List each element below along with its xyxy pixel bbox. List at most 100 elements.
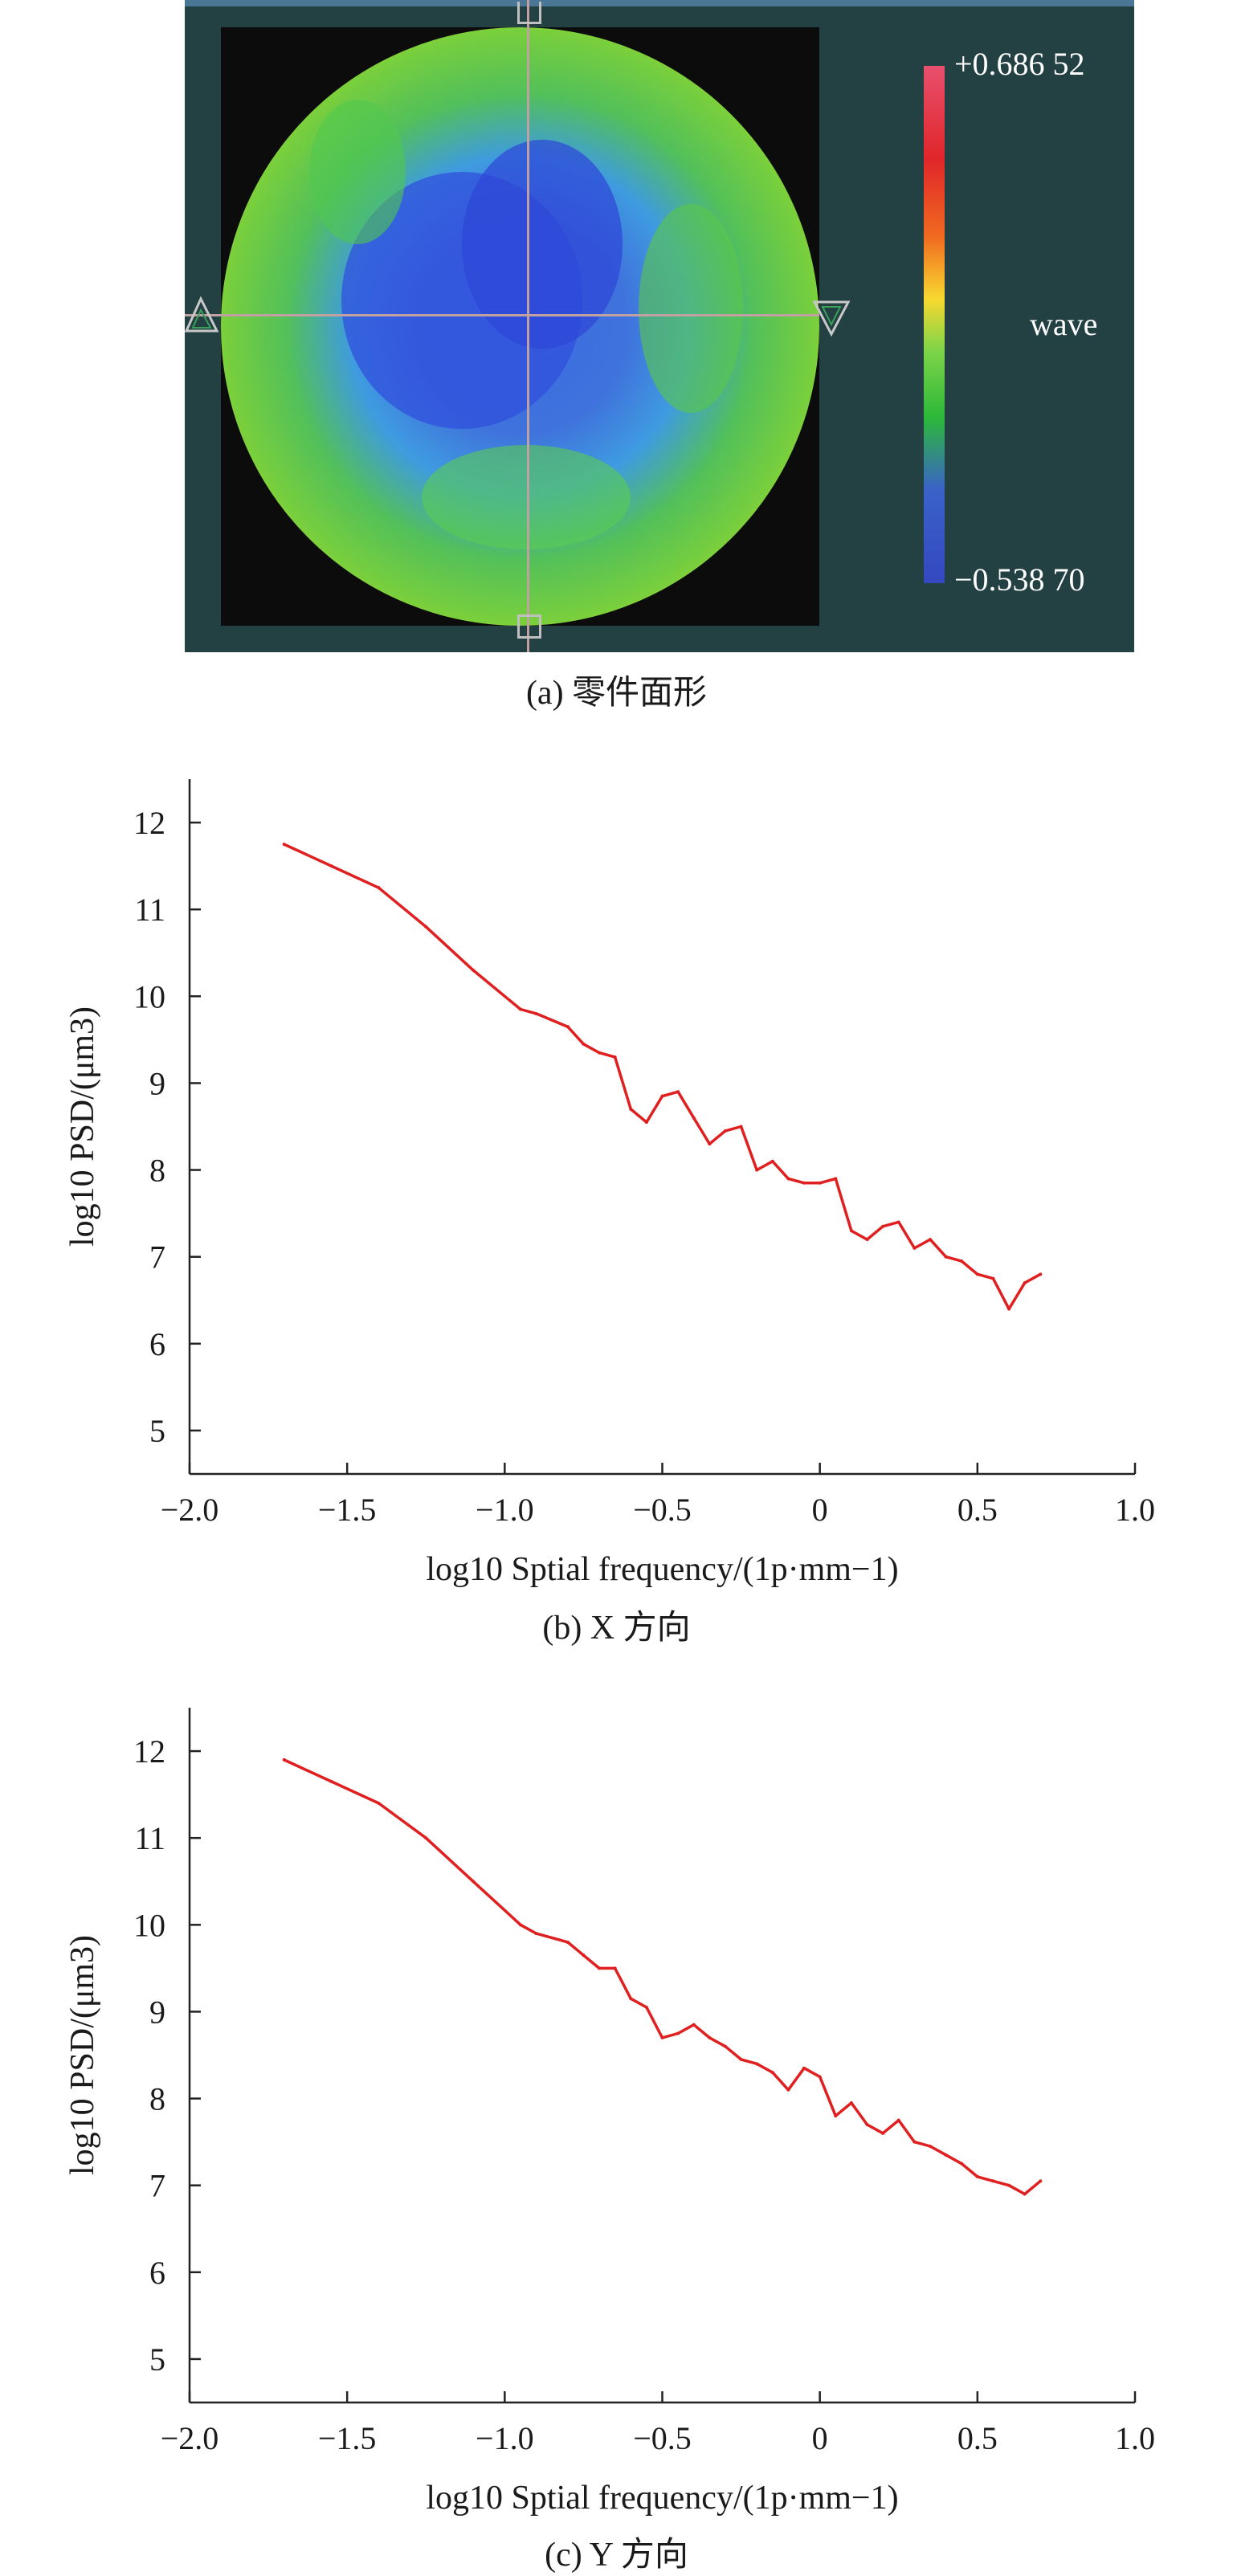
psd-data-point (1007, 2183, 1011, 2187)
x-tick-label: −0.5 (633, 1492, 692, 1528)
x-axis-label: log10 Sptial frequency/(1p·mm−1) (426, 1551, 898, 1588)
psd-data-point (723, 1129, 727, 1133)
psd-series-line (283, 1758, 1042, 2196)
psd-data-point (991, 1276, 995, 1280)
surface-map (221, 27, 819, 626)
y-tick-label: 6 (149, 2255, 165, 2291)
psd-data-point (1023, 2192, 1027, 2196)
crosshair-vertical[interactable] (527, 0, 529, 652)
caption-a: (a) 零件面形 (525, 675, 708, 712)
right-marker-handle[interactable] (811, 299, 851, 339)
psd-data-point (849, 1229, 853, 1233)
psd-data-point (802, 1181, 806, 1185)
psd-data-point (708, 1142, 712, 1146)
psd-series-line (283, 843, 1042, 1311)
psd-data-point (424, 925, 428, 929)
y-axis-label: log10 PSD/(μm3) (64, 1935, 101, 2175)
y-tick-label: 11 (134, 1820, 165, 1856)
y-tick-label: 5 (149, 1413, 165, 1449)
psd-data-point (928, 1238, 932, 1242)
psd-data-point (660, 1094, 664, 1098)
y-tick-label: 6 (149, 1326, 165, 1362)
psd-data-point (472, 968, 476, 972)
psd-data-point (1039, 1272, 1043, 1276)
psd-data-point (518, 1007, 522, 1011)
x-tick-label: −1.0 (476, 2420, 534, 2456)
psd-chart-y: −2.0 −1.5 −1.0 −0.5 0 0.5 1.0 5 6 7 8 9 10 11 12 log10 … (64, 1708, 1155, 2517)
psd-data-point (676, 2031, 680, 2035)
surface-mid-region (639, 204, 743, 413)
psd-data-point (329, 1779, 333, 1783)
psd-data-point (1007, 1307, 1011, 1311)
psd-data-point (723, 2044, 727, 2048)
psd-data-point (896, 2118, 900, 2122)
psd-data-point (786, 1177, 790, 1181)
x-tick-label: −2.0 (161, 1492, 219, 1528)
psd-data-point (975, 1272, 979, 1276)
left-marker-handle[interactable] (185, 296, 220, 334)
psd-data-point (960, 2162, 964, 2166)
bottom-marker-handle[interactable] (517, 614, 541, 639)
psd-data-point (472, 1880, 476, 1884)
psd-data-point (534, 1011, 538, 1015)
surface-map-frame (221, 27, 819, 626)
crosshair-horizontal[interactable] (185, 314, 819, 316)
psd-data-point (518, 1923, 522, 1927)
psd-data-point (960, 1259, 964, 1264)
psd-data-point (770, 1159, 774, 1163)
psd-data-point (755, 1168, 759, 1172)
top-marker-handle[interactable] (517, 2, 541, 24)
psd-data-point (881, 1224, 885, 1228)
psd-data-point (644, 1121, 648, 1125)
y-tick-label: 8 (149, 1153, 165, 1189)
psd-data-point (944, 1255, 948, 1259)
psd-data-point (692, 1116, 696, 1120)
x-tick-label: 0.5 (957, 2420, 998, 2456)
psd-data-point (739, 1125, 743, 1129)
y-tick-label: 10 (133, 978, 165, 1014)
psd-data-point (282, 1757, 286, 1762)
psd-data-point (582, 1953, 586, 1958)
psd-data-point (377, 886, 381, 890)
x-tick-label: −1.5 (318, 1492, 377, 1528)
x-tick-label: −1.0 (476, 1492, 534, 1528)
psd-data-point (565, 1025, 570, 1029)
psd-data-point (881, 2131, 885, 2135)
psd-data-point (913, 2140, 917, 2144)
psd-data-point (660, 2035, 664, 2039)
psd-data-point (849, 2100, 853, 2104)
psd-data-point (928, 2145, 932, 2149)
psd-data-point (739, 2057, 743, 2061)
y-tick-label: 5 (149, 2341, 165, 2378)
y-tick-label: 9 (149, 1994, 165, 2030)
psd-data-point (991, 2179, 995, 2183)
psd-data-point (818, 2075, 822, 2079)
y-tick-label: 11 (134, 892, 165, 928)
x-tick-label: 0 (812, 1492, 828, 1528)
x-axis-label: log10 Sptial frequency/(1p·mm−1) (426, 2480, 898, 2517)
psd-data-point (424, 1836, 428, 1840)
psd-data-point (598, 1051, 602, 1055)
caption-b: (b) X 方向 (542, 1610, 691, 1647)
psd-data-point (786, 2088, 790, 2092)
y-tick-label: 9 (149, 1065, 165, 1101)
surface-mid-region (309, 100, 406, 244)
x-tick-label: −2.0 (161, 2420, 219, 2456)
psd-data-point (629, 1107, 633, 1111)
y-tick-label: 7 (149, 2168, 165, 2204)
psd-data-point (644, 2006, 648, 2010)
x-tick-label: 0 (812, 2420, 828, 2456)
y-tick-label: 10 (133, 1907, 165, 1943)
psd-data-point (865, 2123, 869, 2126)
y-tick-label: 12 (133, 805, 165, 841)
psd-data-point (1023, 1281, 1027, 1285)
x-tick-label: 1.0 (1115, 2420, 1155, 2456)
colorbar-unit-label: wave (1030, 306, 1098, 342)
x-tick-label: 0.5 (957, 1492, 998, 1528)
surface-low-region (462, 140, 623, 349)
psd-data-point (865, 1238, 869, 1242)
psd-data-point (598, 1966, 602, 1970)
surface-map-panel: +0.686 52 wave −0.538 70 (185, 0, 1134, 652)
psd-data-point (613, 1055, 617, 1059)
y-tick-label: 7 (149, 1239, 165, 1276)
